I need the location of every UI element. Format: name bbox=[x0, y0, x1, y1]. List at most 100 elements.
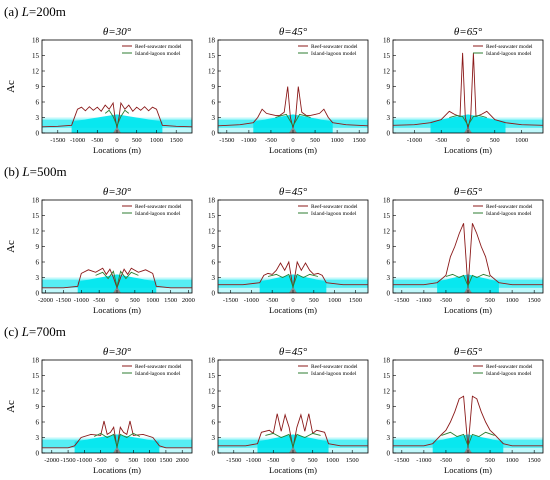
reef-shape bbox=[71, 114, 163, 133]
x-tick-label: 0 bbox=[115, 457, 118, 464]
island-shape bbox=[113, 126, 121, 133]
y-tick-label: 12 bbox=[208, 228, 216, 236]
chart-title: θ=65° bbox=[454, 346, 483, 358]
reef-shape bbox=[253, 114, 333, 133]
y-tick-label: 3 bbox=[36, 274, 40, 282]
series-reef-line bbox=[393, 395, 543, 448]
x-tick-label: -1500 bbox=[56, 297, 71, 304]
chart-panel-2: 0 3 6 9 12 15 18 -1500 -1000 -500 0 500 1000 1500 θ=45… bbox=[208, 26, 369, 155]
x-tick-label: 0 bbox=[115, 137, 118, 144]
legend-label: Island-lagoon model bbox=[135, 51, 181, 57]
y-tick-label: 15 bbox=[32, 52, 40, 60]
legend-label: Island-lagoon model bbox=[311, 371, 357, 377]
chart-title: θ=30° bbox=[103, 186, 132, 198]
series-lagoon-line bbox=[275, 113, 311, 127]
series-lagoon-line bbox=[267, 273, 319, 289]
chart-panel-4: 0 3 6 9 12 15 18 -2000 -1500 -1000 -500 0 500 1000 150… bbox=[5, 186, 195, 315]
y-axis-label: Ac bbox=[5, 80, 17, 93]
island-shape bbox=[464, 446, 472, 453]
y-tick-label: 9 bbox=[212, 83, 216, 91]
x-tick-label: 1000 bbox=[506, 457, 519, 464]
legend-label: Reef-seawater model bbox=[135, 43, 182, 50]
chart-title: θ=30° bbox=[103, 346, 132, 358]
legend-label: Island-lagoon model bbox=[135, 211, 181, 217]
series-lagoon-line bbox=[265, 432, 321, 449]
x-tick-label: -1500 bbox=[394, 457, 409, 464]
legend-label: Reef-seawater model bbox=[486, 203, 533, 210]
x-tick-label: -1500 bbox=[50, 137, 65, 144]
legend-label: Island-lagoon model bbox=[311, 211, 357, 217]
series-reef-line bbox=[217, 86, 369, 128]
x-tick-label: -500 bbox=[95, 457, 107, 464]
x-tick-label: -1000 bbox=[70, 137, 85, 144]
y-tick-label: 18 bbox=[32, 357, 40, 365]
x-tick-label: -500 bbox=[267, 457, 279, 464]
y-tick-label: 15 bbox=[383, 372, 391, 380]
y-tick-label: 3 bbox=[212, 274, 216, 282]
x-axis-label: Locations (m) bbox=[93, 305, 141, 315]
y-tick-label: 3 bbox=[387, 274, 391, 282]
island-shape bbox=[464, 126, 472, 133]
island-shape bbox=[464, 286, 472, 293]
island-shape bbox=[289, 286, 297, 293]
x-tick-label: 1500 bbox=[528, 457, 541, 464]
reef-shape bbox=[77, 274, 157, 293]
x-tick-label: 0 bbox=[291, 137, 294, 144]
x-tick-label: -500 bbox=[91, 137, 103, 144]
x-tick-label: 500 bbox=[128, 457, 138, 464]
chart-title: θ=65° bbox=[454, 186, 483, 198]
chart-title: θ=30° bbox=[103, 26, 132, 38]
y-tick-label: 6 bbox=[36, 259, 40, 267]
reef-shape bbox=[259, 274, 327, 293]
x-tick-label: -1500 bbox=[61, 457, 76, 464]
chart-panel-5: 0 3 6 9 12 15 18 -1500 -1000 -500 0 500 1000 1500 θ=45… bbox=[208, 186, 369, 315]
y-tick-label: 15 bbox=[208, 212, 216, 220]
reef-shape bbox=[257, 434, 329, 453]
x-axis-label: Locations (m) bbox=[269, 465, 317, 475]
x-tick-label: 0 bbox=[115, 297, 118, 304]
series-lagoon-line bbox=[94, 432, 140, 449]
x-tick-label: 1000 bbox=[326, 457, 339, 464]
x-tick-label: 1000 bbox=[515, 137, 528, 144]
y-tick-label: 15 bbox=[383, 212, 391, 220]
y-axis-label: Ac bbox=[5, 400, 17, 413]
legend-label: Reef-seawater model bbox=[486, 43, 533, 50]
x-tick-label: 500 bbox=[310, 137, 320, 144]
legend-label: Reef-seawater model bbox=[135, 203, 182, 210]
x-tick-label: 1500 bbox=[353, 137, 366, 144]
y-tick-label: 12 bbox=[208, 68, 216, 76]
x-tick-label: 1000 bbox=[506, 297, 519, 304]
y-axis-label: Ac bbox=[5, 240, 17, 253]
y-tick-label: 6 bbox=[212, 259, 216, 267]
row-title-c: (c) L=700m bbox=[4, 324, 66, 339]
y-tick-label: 12 bbox=[32, 228, 40, 236]
y-tick-label: 6 bbox=[387, 419, 391, 427]
x-tick-label: 500 bbox=[132, 137, 142, 144]
x-tick-label: -500 bbox=[435, 137, 447, 144]
y-tick-label: 0 bbox=[36, 450, 40, 458]
island-shape bbox=[289, 126, 297, 133]
y-tick-label: 3 bbox=[212, 434, 216, 442]
x-tick-label: 500 bbox=[490, 137, 500, 144]
x-tick-label: -500 bbox=[440, 457, 452, 464]
series-lagoon-line bbox=[95, 270, 139, 287]
x-tick-label: 1000 bbox=[328, 297, 341, 304]
x-tick-label: 500 bbox=[485, 457, 495, 464]
legend-label: Island-lagoon model bbox=[486, 211, 532, 217]
series-reef-line bbox=[392, 52, 544, 130]
x-tick-label: -1000 bbox=[241, 137, 256, 144]
y-tick-label: 0 bbox=[387, 450, 391, 458]
y-tick-label: 0 bbox=[212, 130, 216, 138]
y-tick-label: 12 bbox=[32, 388, 40, 396]
x-tick-label: -1500 bbox=[219, 137, 234, 144]
y-tick-label: 18 bbox=[383, 357, 391, 365]
x-axis-label: Locations (m) bbox=[269, 305, 317, 315]
y-tick-label: 18 bbox=[32, 197, 40, 205]
x-tick-label: -1000 bbox=[77, 457, 92, 464]
x-tick-label: 1000 bbox=[331, 137, 344, 144]
y-tick-label: 18 bbox=[32, 37, 40, 45]
row-title-b: (b) L=500m bbox=[4, 164, 67, 179]
x-tick-label: 1500 bbox=[528, 297, 541, 304]
y-tick-label: 0 bbox=[387, 290, 391, 298]
